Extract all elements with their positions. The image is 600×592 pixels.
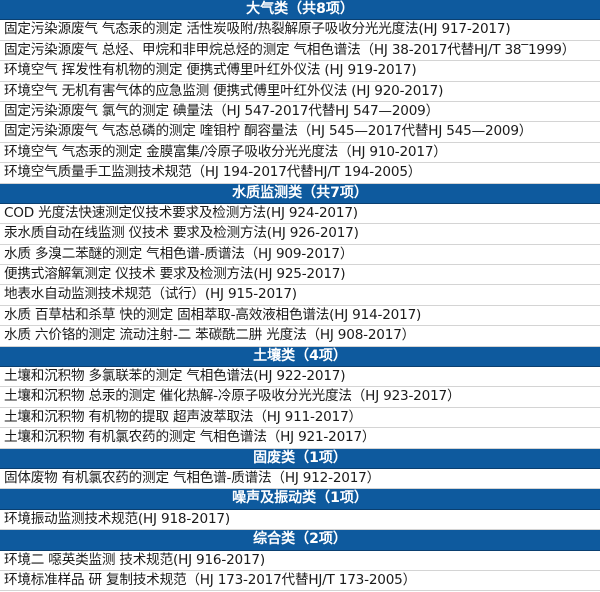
section-header: 综合类（2项）	[0, 530, 600, 551]
section-header: 水质监测类（共7项）	[0, 183, 600, 204]
table-row: 水质 多溴二苯醚的测定 气相色谱-质谱法（HJ 909-2017）	[0, 245, 600, 266]
section-header: 噪声及振动类（1项）	[0, 489, 600, 510]
table-row: 环境空气 无机有害气体的应急监测 便携式傅里叶红外仪法 (HJ 920-2017…	[0, 82, 600, 102]
table-row: 环境标准样品 研 复制技术规范（HJ 173-2017代替HJ/T 173-20…	[0, 571, 600, 592]
table-row: 水质 百草枯和杀草 快的测定 固相萃取-高效液相色谱法(HJ 914-2017)	[0, 306, 600, 327]
table-row: COD 光度法快速测定仪技术要求及检测方法(HJ 924-2017)	[0, 204, 600, 225]
table-row: 土壤和沉积物 有机物的提取 超声波萃取法（HJ 911-2017）	[0, 408, 600, 429]
section-header: 固废类（1项）	[0, 448, 600, 469]
table-row: 土壤和沉积物 有机氯农药的测定 气相色谱法（HJ 921-2017）	[0, 428, 600, 449]
table-row: 水质 六价铬的测定 流动注射-二 苯碳酰二肼 光度法（HJ 908-2017）	[0, 326, 600, 347]
table-row: 固定污染源废气 气态汞的测定 活性炭吸附/热裂解原子吸收分光光度法(HJ 917…	[0, 20, 600, 41]
section-header: 大气类（共8项）	[0, 0, 600, 21]
table-row: 土壤和沉积物 总汞的测定 催化热解-冷原子吸收分光光度法（HJ 923-2017…	[0, 387, 600, 408]
table-row: 固定污染源废气 气态总磷的测定 喹钼柠 酮容量法（HJ 545—2017代替HJ…	[0, 122, 600, 143]
section-header: 土壤类（4项）	[0, 346, 600, 368]
table-row: 环境振动监测技术规范(HJ 918-2017)	[0, 510, 600, 531]
table-row: 环境空气质量手工监测技术规范（HJ 194-2017代替HJ/T 194-200…	[0, 163, 600, 184]
table-row: 环境二 噁英类监测 技术规范(HJ 916-2017)	[0, 551, 600, 571]
table-row: 汞水质自动在线监测 仪技术 要求及检测方法(HJ 926-2017)	[0, 224, 600, 245]
table-row: 地表水自动监测技术规范（试行）(HJ 915-2017)	[0, 285, 600, 306]
table-row: 固体废物 有机氯农药的测定 气相色谱-质谱法（HJ 912-2017）	[0, 469, 600, 490]
table-row: 固定污染源废气 总烃、甲烷和非甲烷总烃的测定 气相色谱法（HJ 38-2017代…	[0, 41, 600, 62]
table-row: 固定污染源废气 氯气的测定 碘量法（HJ 547-2017代替HJ 547—20…	[0, 102, 600, 123]
table-row: 环境空气 气态汞的测定 金膜富集/冷原子吸收分光光度法（HJ 910-2017）	[0, 143, 600, 164]
table-row: 土壤和沉积物 多氯联苯的测定 气相色谱法(HJ 922-2017)	[0, 367, 600, 388]
table-row: 环境空气 挥发性有机物的测定 便携式傅里叶红外仪法 (HJ 919-2017)	[0, 61, 600, 82]
table-row: 便携式溶解氧测定 仪技术 要求及检测方法(HJ 925-2017)	[0, 265, 600, 286]
